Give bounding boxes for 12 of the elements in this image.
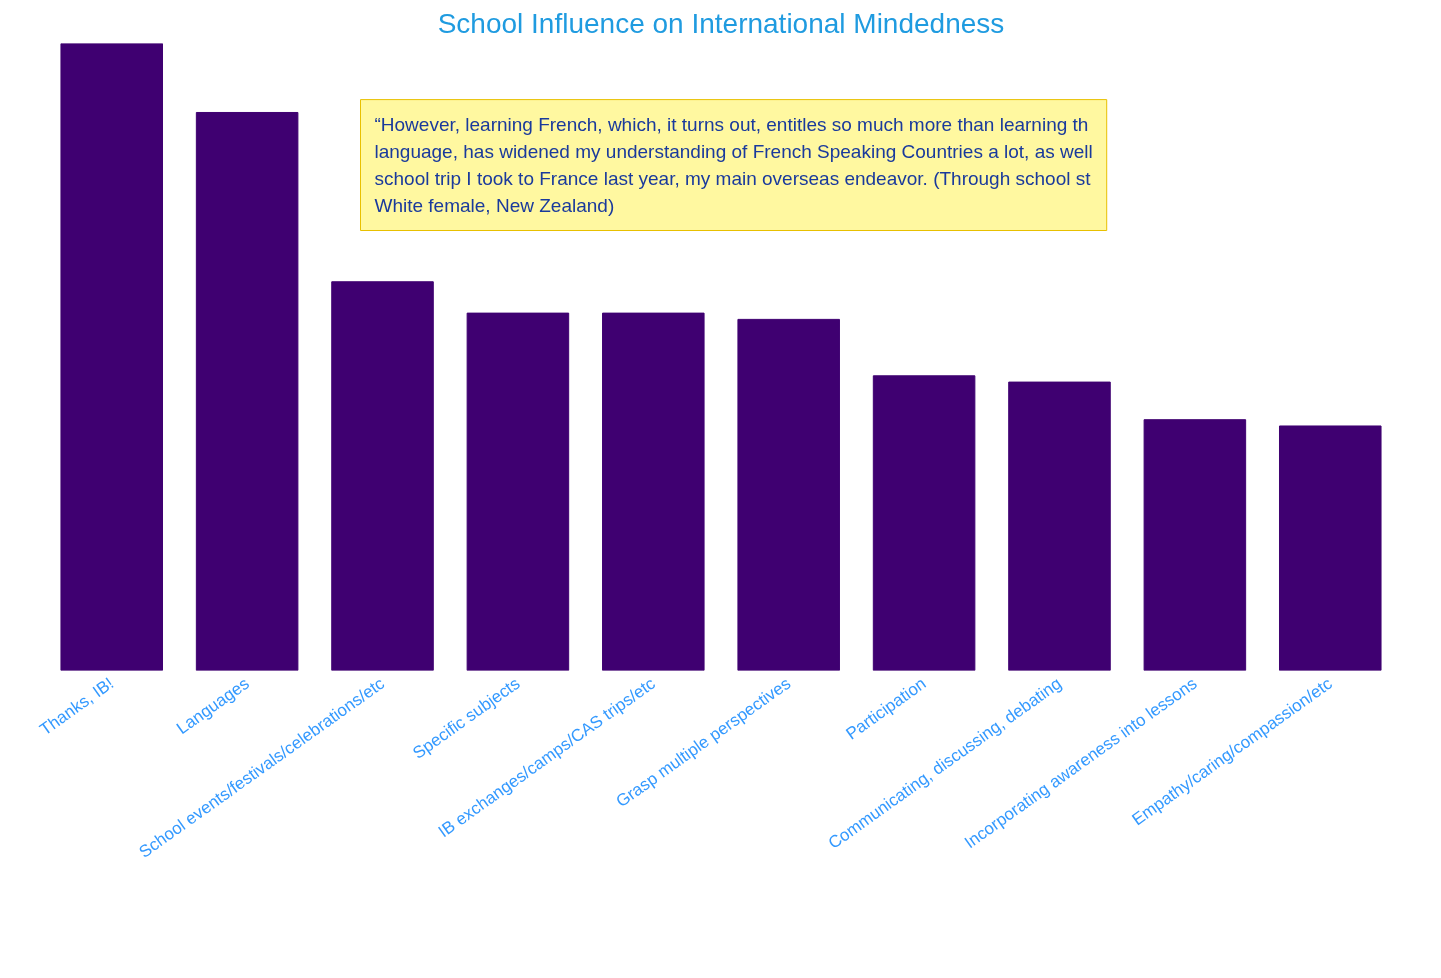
bar: [331, 281, 434, 671]
bar: [60, 43, 164, 671]
chart-title: School Influence on International Mindedness: [437, 7, 1005, 39]
bar: [1008, 381, 1111, 671]
bar: [466, 312, 570, 671]
bar: [1278, 425, 1382, 671]
bar: [872, 375, 976, 671]
annotation: “However, learning French, which, it turns out, entitles so much more than learning th language, has widened my understanding of French Speaking Countries a lot, as well school trip I took to France last year, my main overseas endeavor. (Through school st White female, New Zealand): [374, 113, 1093, 217]
bar: [195, 111, 299, 671]
bar: [602, 312, 705, 671]
bar: [1143, 419, 1247, 671]
bar: [737, 318, 840, 671]
